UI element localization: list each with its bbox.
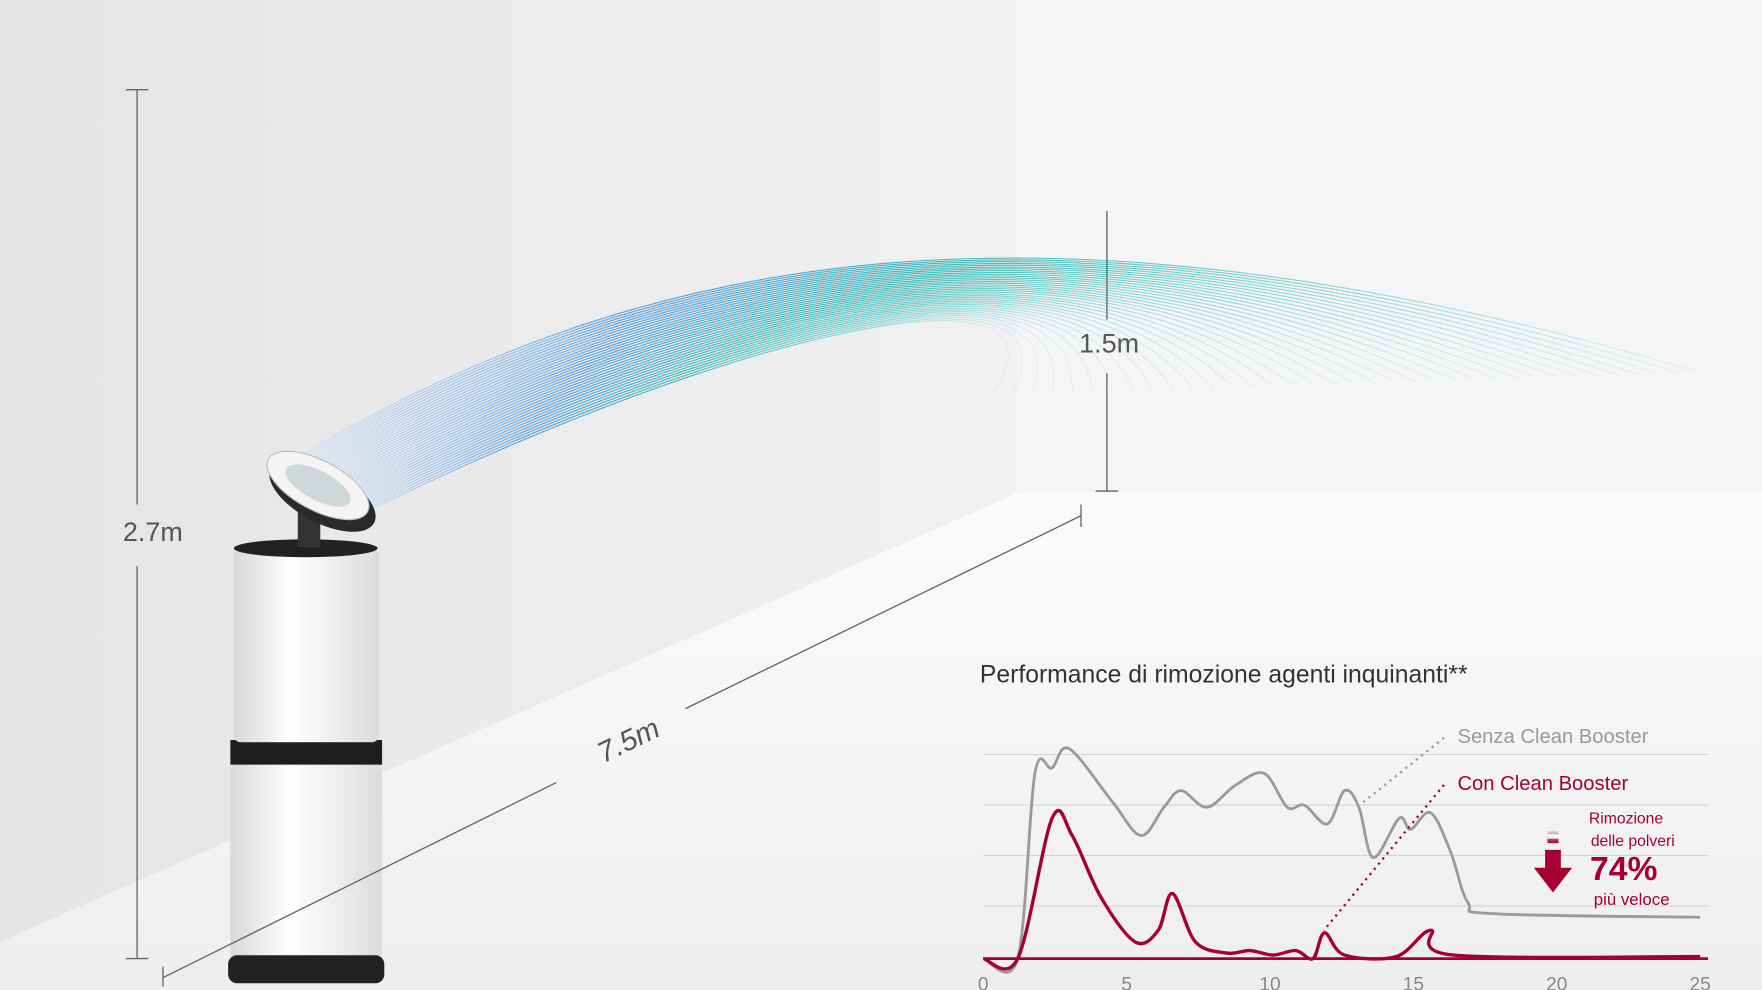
airflow-line — [329, 289, 1336, 487]
airflow-line — [321, 280, 1437, 478]
arc-height-label: 1.5m — [1079, 328, 1139, 358]
dimension-lines — [125, 89, 1119, 987]
airflow-line — [304, 261, 1659, 459]
airflow-line — [302, 259, 1680, 457]
right-wall — [1016, 0, 1762, 494]
airflow-line — [355, 320, 1009, 518]
airflow-line — [349, 313, 1073, 511]
legend-label: Senza Clean Booster — [1457, 726, 1648, 748]
airflow-line — [343, 305, 1154, 504]
airflow-line — [310, 268, 1578, 466]
airflow-line — [346, 309, 1114, 507]
airflow-line — [322, 282, 1417, 480]
x-tick-label: 25 — [1690, 975, 1711, 990]
legend-label: Con Clean Booster — [1457, 773, 1628, 795]
airflow-line — [311, 270, 1558, 468]
legend-leader — [1322, 784, 1445, 932]
airflow-line — [338, 300, 1215, 498]
airflow-line — [318, 277, 1477, 475]
airflow — [300, 257, 1700, 518]
airflow-line — [316, 275, 1498, 473]
airflow-line — [315, 273, 1518, 471]
airflow-line — [352, 316, 1038, 514]
x-tick-label: 20 — [1546, 975, 1567, 990]
annotation: delle polveri — [1591, 833, 1675, 850]
arrow-stripes — [1547, 830, 1559, 844]
airflow-line — [337, 298, 1235, 496]
airflow-line — [348, 311, 1093, 509]
airflow-line — [308, 266, 1599, 464]
airflow-line — [326, 286, 1376, 484]
airflow-line — [305, 262, 1639, 460]
arrow — [1533, 849, 1573, 893]
x-tick-label: 5 — [1121, 975, 1132, 990]
airflow-line — [324, 284, 1396, 482]
airflow-line — [327, 287, 1356, 486]
airflow-line — [351, 314, 1055, 512]
airflow-line — [354, 318, 1023, 516]
chart-title: Performance di rimozione agenti inquinan… — [980, 662, 1468, 689]
airflow-line — [330, 291, 1316, 489]
airflow-line — [300, 257, 1700, 455]
airflow-line — [340, 302, 1194, 500]
airflow-line — [307, 264, 1619, 462]
chart: Performance di rimozione agenti inquinan… — [978, 662, 1711, 990]
height-label: 2.7m — [123, 517, 183, 547]
airflow-line — [313, 271, 1538, 469]
airflow-line — [344, 307, 1134, 505]
airflow-line — [335, 297, 1255, 495]
annotation-value: 74% — [1590, 851, 1658, 888]
legend-leader — [1359, 736, 1445, 806]
series-line — [982, 746, 1701, 974]
grid — [983, 753, 1709, 907]
annotation: più veloce — [1594, 890, 1670, 909]
purifier — [228, 450, 385, 984]
x-tick-label: 15 — [1403, 975, 1424, 990]
airflow-line — [341, 304, 1174, 502]
floor — [0, 493, 1762, 990]
x-tick-label: 0 — [978, 975, 989, 990]
airflow-line — [332, 293, 1295, 491]
airflow-line — [319, 279, 1457, 477]
annotation: Rimozione — [1589, 811, 1664, 828]
airflow-line — [333, 295, 1275, 493]
series-line — [982, 808, 1701, 971]
x-tick-label: 10 — [1259, 975, 1280, 990]
